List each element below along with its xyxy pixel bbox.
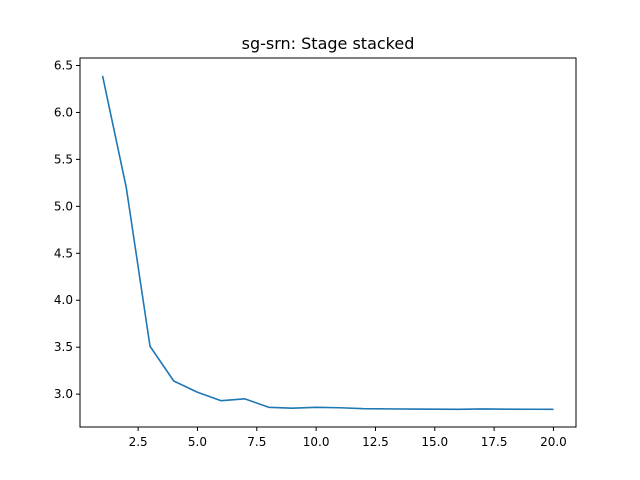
y-tick-label: 6.5 bbox=[54, 59, 73, 73]
y-axis-ticks: 3.0 3.5 4.0 4.5 5.0 5.5 6.0 6.5 bbox=[54, 59, 80, 401]
y-tick-label: 5.5 bbox=[54, 152, 73, 166]
x-tick-label: 15.0 bbox=[421, 435, 448, 449]
y-tick-label: 3.5 bbox=[54, 340, 73, 354]
x-axis-ticks: 2.5 5.0 7.5 10.0 12.5 15.0 17.5 20.0 bbox=[129, 427, 567, 449]
y-tick-label: 4.5 bbox=[54, 246, 73, 260]
x-tick-label: 17.5 bbox=[481, 435, 508, 449]
plot-frame bbox=[79, 57, 577, 428]
series-layer bbox=[101, 75, 554, 411]
x-tick-label: 20.0 bbox=[540, 435, 567, 449]
x-tick-label: 7.5 bbox=[247, 435, 266, 449]
y-tick-label: 6.0 bbox=[54, 105, 73, 119]
chart-title: sg-srn: Stage stacked bbox=[242, 34, 415, 53]
x-tick-label: 12.5 bbox=[362, 435, 389, 449]
y-tick-label: 5.0 bbox=[54, 199, 73, 213]
x-tick-label: 5.0 bbox=[188, 435, 207, 449]
y-tick-label: 4.0 bbox=[54, 293, 73, 307]
x-tick-label: 10.0 bbox=[303, 435, 330, 449]
y-tick-label: 3.0 bbox=[54, 387, 73, 401]
series-line bbox=[101, 75, 554, 411]
x-tick-label: 2.5 bbox=[129, 435, 148, 449]
